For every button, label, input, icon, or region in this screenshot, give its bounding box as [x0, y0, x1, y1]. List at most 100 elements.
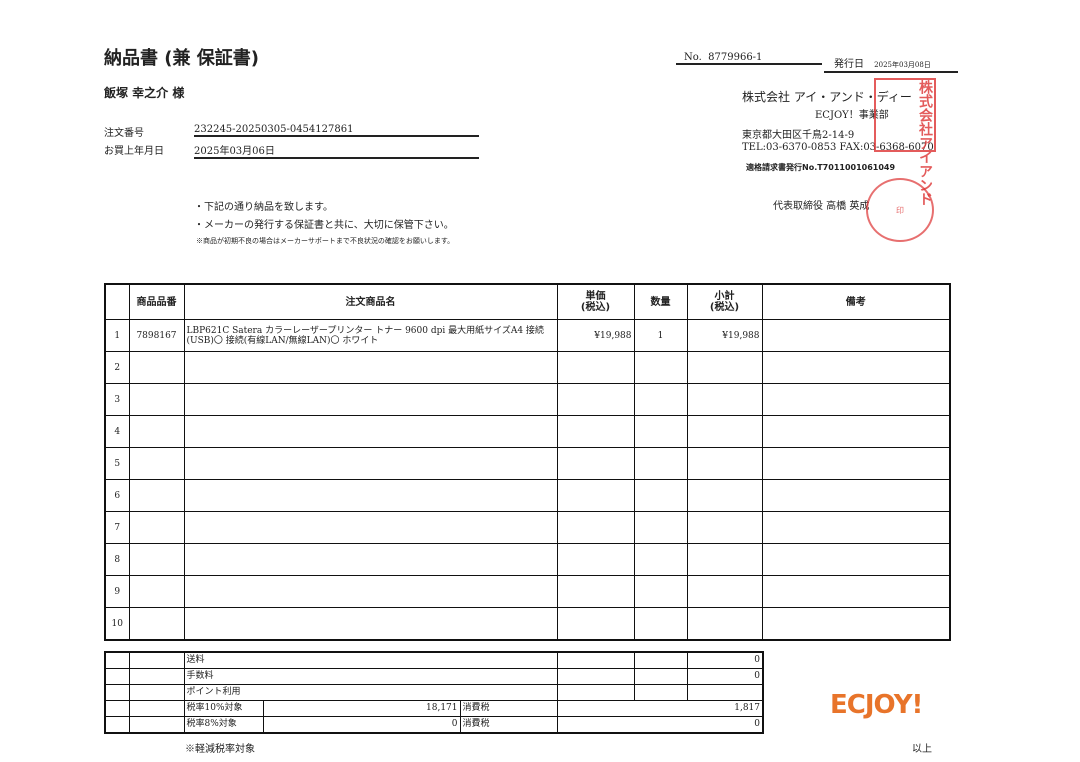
remarks	[761, 607, 951, 641]
row-number: 8	[104, 543, 130, 576]
product-code	[128, 447, 185, 480]
remarks	[761, 479, 951, 512]
shipping-row: 送料 0	[104, 651, 764, 669]
company-dept: ECJOY！事業部	[815, 110, 889, 121]
unit-price	[556, 479, 635, 512]
unit-price	[556, 543, 635, 576]
doc-no-label: No.	[684, 52, 702, 63]
row-number: 1	[104, 319, 130, 352]
tax10-base: 18,171	[262, 700, 461, 717]
column-header: 注文商品名	[183, 283, 558, 320]
points-label: ポイント利用	[183, 684, 558, 701]
subtotal	[686, 447, 763, 480]
subtotal	[686, 415, 763, 448]
doc-no: 8779966-1	[708, 52, 763, 63]
company-address: 東京都大田区千鳥2-14-9	[742, 130, 855, 141]
customer-name: 飯塚 幸之介 様	[104, 86, 185, 100]
product-code	[128, 415, 185, 448]
subtotal	[686, 383, 763, 416]
column-header: 小計 (税込)	[686, 283, 763, 320]
tax10-tax: 1,817	[556, 700, 764, 717]
subtotal	[686, 575, 763, 608]
product-code	[128, 607, 185, 641]
fee-label: 手数料	[183, 668, 558, 685]
table-row: 5	[104, 447, 951, 480]
product-name: LBP621C Satera カラーレーザープリンター トナー 9600 dpi…	[183, 319, 558, 352]
order-number-label: 注文番号	[104, 128, 144, 139]
row-number: 10	[104, 607, 130, 641]
product-name	[183, 575, 558, 608]
unit-price: ¥19,988	[556, 319, 635, 352]
row-number: 2	[104, 351, 130, 384]
table-row: 3	[104, 383, 951, 416]
unit-price	[556, 447, 635, 480]
row-number: 6	[104, 479, 130, 512]
quantity	[633, 543, 688, 576]
points-value	[686, 684, 764, 701]
column-header: 数量	[633, 283, 688, 320]
table-row: 4	[104, 415, 951, 448]
reduced-tax-note: ※軽減税率対象	[185, 744, 255, 755]
remarks	[761, 415, 951, 448]
quantity	[633, 511, 688, 544]
product-code	[128, 575, 185, 608]
product-name	[183, 543, 558, 576]
product-code	[128, 543, 185, 576]
quantity	[633, 447, 688, 480]
issue-date-label: 発行日	[834, 59, 864, 70]
quantity	[633, 575, 688, 608]
quantity: 1	[633, 319, 688, 352]
product-code	[128, 351, 185, 384]
unit-price	[556, 607, 635, 641]
product-name	[183, 607, 558, 641]
representative: 代表取締役 高橋 英成	[773, 201, 870, 212]
quantity	[633, 383, 688, 416]
representative-seal: 印	[866, 178, 934, 242]
tax8-base: 0	[262, 716, 461, 734]
tax10-label: 税率10%対象	[183, 700, 264, 717]
product-code	[128, 511, 185, 544]
product-code	[128, 479, 185, 512]
table-row: 2	[104, 351, 951, 384]
tax8-row: 税率8%対象 0 消費税 0	[104, 716, 764, 734]
shipping-value: 0	[686, 651, 764, 669]
fee-value: 0	[686, 668, 764, 685]
product-code: 7898167	[128, 319, 185, 352]
column-header	[104, 283, 130, 320]
remarks	[761, 543, 951, 576]
product-name	[183, 447, 558, 480]
subtotal	[686, 511, 763, 544]
tax8-tax: 0	[556, 716, 764, 734]
table-row: 1 7898167 LBP621C Satera カラーレーザープリンター トナー …	[104, 319, 951, 352]
points-row: ポイント利用	[104, 684, 764, 701]
remarks	[761, 319, 951, 352]
subtotal	[686, 351, 763, 384]
order-date-label: お買上年月日	[104, 146, 164, 157]
tax8-label: 税率8%対象	[183, 716, 264, 734]
tax10-tax-label: 消費税	[459, 700, 558, 717]
remarks	[761, 351, 951, 384]
unit-price	[556, 383, 635, 416]
table-header: 商品品番 注文商品名 単価 (税込) 数量 小計 (税込) 備考	[104, 283, 951, 320]
row-number: 7	[104, 511, 130, 544]
items-table: 商品品番 注文商品名 単価 (税込) 数量 小計 (税込) 備考 1 7898167 LBP6…	[104, 283, 951, 641]
fee-row: 手数料 0	[104, 668, 764, 685]
quantity	[633, 607, 688, 641]
subtotal	[686, 607, 763, 641]
remarks	[761, 447, 951, 480]
quantity	[633, 415, 688, 448]
row-number: 3	[104, 383, 130, 416]
row-number: 5	[104, 447, 130, 480]
unit-price	[556, 575, 635, 608]
table-row: 8	[104, 543, 951, 576]
note-3: ※商品が初期不良の場合はメーカーサポートまで不良状況の確認をお願いします。	[196, 237, 455, 245]
ecjoy-logo: ECJOY!	[830, 690, 923, 720]
remarks	[761, 511, 951, 544]
shipping-label: 送料	[183, 651, 558, 669]
table-row: 9	[104, 575, 951, 608]
table-row: 10	[104, 607, 951, 641]
product-name	[183, 415, 558, 448]
column-header: 備考	[761, 283, 951, 320]
quantity	[633, 351, 688, 384]
note-2: ・メーカーの発行する保証書と共に、大切に保管下さい。	[194, 220, 454, 231]
